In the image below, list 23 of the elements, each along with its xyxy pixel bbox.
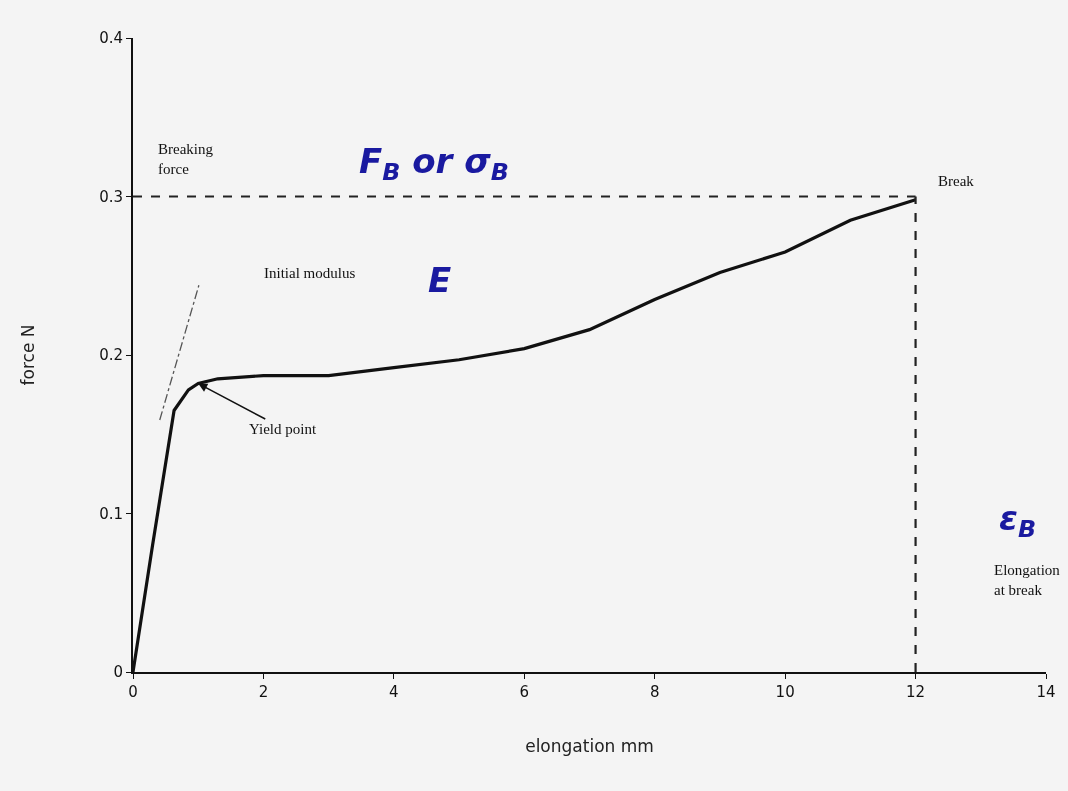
x-tick-label: 2 — [258, 683, 269, 701]
annotation: Initial modulus — [264, 265, 356, 281]
x-tick-label: 4 — [389, 683, 399, 701]
x-tick-label: 12 — [906, 683, 926, 701]
annotation: Break — [938, 173, 975, 189]
annotation: ε$_{B}$ — [999, 498, 1037, 544]
y-axis-title: force N — [18, 324, 39, 386]
y-tick-label: 0.3 — [99, 187, 123, 206]
annotation: Breaking force — [158, 141, 214, 177]
y-tick-label: 0.4 — [99, 29, 123, 48]
x-axis-title: elongation mm — [525, 735, 654, 756]
x-tick-label: 0 — [128, 683, 138, 701]
annotation: E — [428, 260, 452, 300]
y-tick-label: 0.1 — [99, 504, 123, 523]
y-tick-label: 0 — [113, 663, 123, 682]
x-tick-label: 6 — [519, 683, 530, 701]
x-tick-label: 10 — [775, 683, 795, 701]
annotation: F$_{B}$ or σ$_{B}$ — [359, 141, 509, 187]
y-tick-label: 0.2 — [99, 346, 123, 365]
x-tick-label: 8 — [649, 683, 660, 701]
annotation: Elongation at break — [994, 562, 1061, 598]
x-tick-label: 14 — [1036, 683, 1056, 701]
annotation: Yield point — [249, 421, 317, 437]
